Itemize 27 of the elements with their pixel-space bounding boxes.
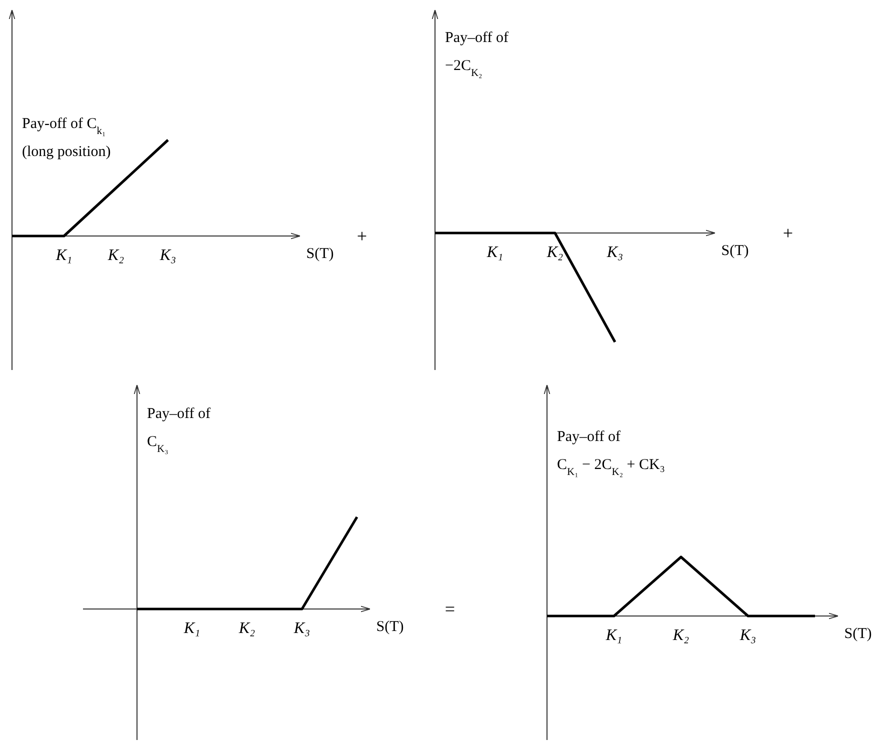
- x-axis-title: S(T): [721, 243, 749, 259]
- x-tick-label: K₁: [182, 620, 200, 637]
- x-axis-title: S(T): [376, 619, 404, 635]
- text: =: [444, 599, 456, 619]
- chart-title: Pay–off of: [557, 429, 620, 445]
- x-tick-label: K₁: [54, 247, 72, 264]
- x-axis-title: S(T): [306, 246, 334, 262]
- chart-title: Pay–off of: [445, 30, 508, 46]
- chart-title: Pay–off of: [147, 406, 210, 422]
- x-axis-title: S(T): [844, 626, 872, 642]
- x-tick-label: K₁: [604, 627, 622, 644]
- x-tick-label: K₁: [486, 244, 504, 261]
- chart-title: Pay-off of C$_{k₁}$: [22, 116, 106, 136]
- text: +: [782, 223, 794, 243]
- x-tick-label: K₃: [292, 620, 310, 637]
- x-tick-label: K₂: [546, 244, 564, 261]
- chart-subtitle: −2C$_{K₂}$: [445, 58, 483, 78]
- chart-subtitle: C$_{K₁}$ − 2C$_{K₂}$ + CK₃: [557, 457, 666, 478]
- x-tick-label: K₂: [238, 620, 256, 637]
- chart-subtitle: C$_{K₃}$: [147, 434, 169, 454]
- x-tick-label: K₂: [672, 627, 690, 644]
- x-tick-label: K₃: [606, 244, 624, 261]
- x-tick-label: K₃: [738, 627, 756, 644]
- x-tick-label: K₃: [158, 247, 176, 264]
- x-tick-label: K₂: [106, 247, 125, 264]
- chart-subtitle: (long position): [22, 144, 111, 160]
- text: +: [356, 226, 368, 246]
